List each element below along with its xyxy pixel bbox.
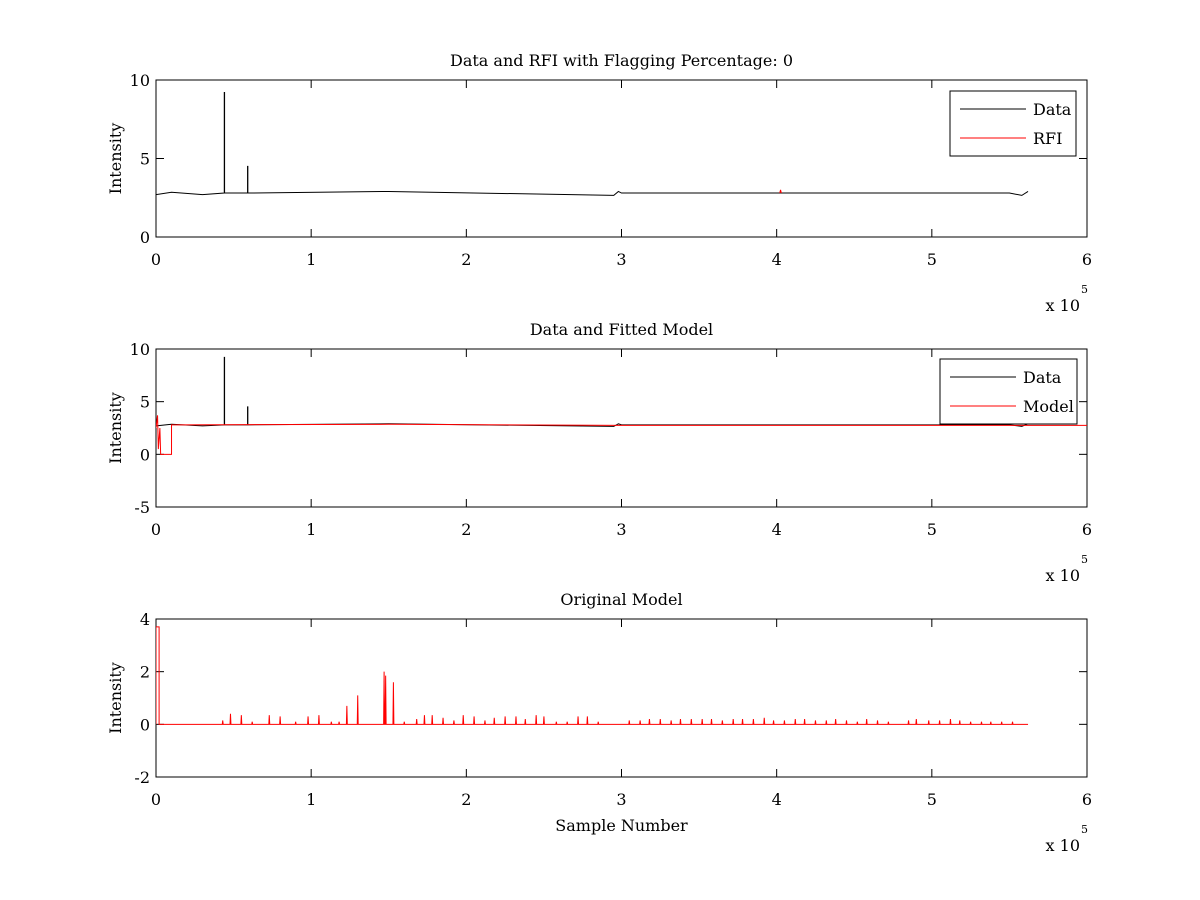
y-tick-label: 10 (130, 340, 150, 359)
series-line-rfi (779, 189, 782, 194)
y-tick-label: 4 (140, 610, 150, 629)
y-axis-label: Intensity (106, 392, 125, 464)
plot-area (156, 356, 1087, 455)
y-axis-label: Intensity (106, 662, 125, 734)
x-tick-label: 6 (1082, 520, 1092, 539)
x-tick-label: 0 (151, 250, 161, 269)
y-tick-label: -2 (134, 768, 150, 787)
legend-label: Model (1023, 397, 1074, 416)
y-tick-label: -5 (134, 498, 150, 517)
x-tick-label: 3 (616, 790, 626, 809)
x-multiplier-exponent: 5 (1081, 553, 1088, 566)
chart-title: Data and Fitted Model (530, 320, 713, 339)
x-tick-label: 4 (772, 790, 782, 809)
y-axis-label: Intensity (106, 123, 125, 195)
series-line-data (156, 356, 1029, 427)
subplot-1: Data and RFI with Flagging Percentage: 0… (106, 51, 1092, 315)
x-multiplier-base: x 10 (1046, 566, 1080, 585)
y-tick-label: 2 (140, 663, 150, 682)
y-tick-label: 0 (140, 445, 150, 464)
chart-title: Original Model (560, 590, 682, 609)
x-multiplier-base: x 10 (1046, 296, 1080, 315)
x-tick-label: 1 (306, 520, 316, 539)
x-tick-label: 3 (616, 520, 626, 539)
x-tick-label: 1 (306, 250, 316, 269)
x-multiplier-exponent: 5 (1081, 823, 1088, 836)
legend: Data RFI (949, 90, 1077, 157)
x-tick-label: 5 (927, 250, 937, 269)
x-tick-label: 6 (1082, 790, 1092, 809)
x-tick-label: 2 (461, 790, 471, 809)
legend-box (949, 90, 1077, 157)
x-tick-label: 4 (772, 250, 782, 269)
x-tick-label: 0 (151, 790, 161, 809)
series-line-data (156, 92, 1029, 196)
x-tick-label: 3 (616, 250, 626, 269)
axes-box (155, 79, 1088, 238)
legend-label: Data (1033, 100, 1072, 119)
series-line-model (156, 415, 1087, 455)
x-tick-label: 4 (772, 520, 782, 539)
y-tick-label: 0 (140, 715, 150, 734)
series-line-model (156, 626, 1029, 725)
axes-box (155, 618, 1088, 778)
y-tick-label: 10 (130, 71, 150, 90)
y-tick-label: 5 (140, 150, 150, 169)
x-tick-label: 2 (461, 520, 471, 539)
plot-area (156, 92, 1029, 196)
x-tick-label: 2 (461, 250, 471, 269)
x-multiplier-exponent: 5 (1081, 283, 1088, 296)
x-multiplier-base: x 10 (1046, 836, 1080, 855)
y-tick-label: 0 (140, 228, 150, 247)
x-tick-label: 6 (1082, 250, 1092, 269)
y-tick-label: 5 (140, 393, 150, 412)
x-tick-label: 1 (306, 790, 316, 809)
x-axis-label: Sample Number (555, 816, 688, 835)
x-tick-label: 0 (151, 520, 161, 539)
x-tick-label: 5 (927, 790, 937, 809)
legend-label: RFI (1033, 129, 1062, 148)
legend-box (939, 358, 1078, 425)
legend-label: Data (1023, 368, 1062, 387)
chart-title: Data and RFI with Flagging Percentage: 0 (450, 51, 793, 70)
x-tick-label: 5 (927, 520, 937, 539)
legend: Data Model (939, 358, 1078, 425)
plot-area (156, 626, 1029, 725)
